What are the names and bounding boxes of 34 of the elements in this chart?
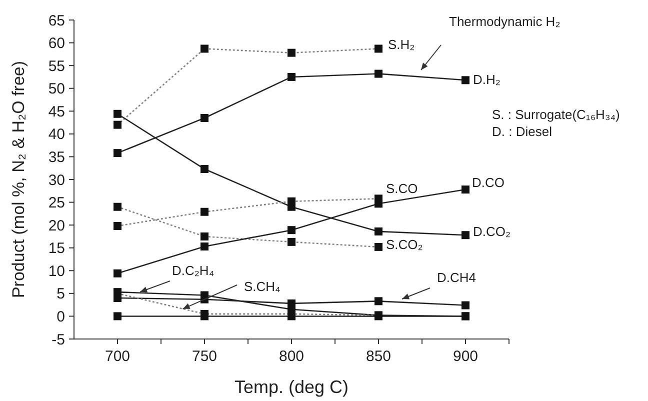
x-tick-label: 900 [452, 348, 478, 365]
annotation: S.CH₄ [244, 279, 280, 294]
y-tick-label: 25 [48, 194, 65, 212]
annotation: Thermodynamic H₂ [449, 14, 560, 29]
y-tick-label: 35 [48, 148, 65, 166]
y-tick-label: 50 [48, 80, 65, 98]
y-axis-title: Product (mol %, N₂ & H₂O free) [9, 60, 28, 298]
annotation: D. : Diesel [492, 124, 552, 139]
y-tick-label: 60 [48, 35, 65, 52]
y-tick-label: 45 [48, 103, 65, 120]
y-tick-label: 30 [48, 172, 65, 189]
y-tick-label: 55 [48, 58, 65, 75]
y-tick-label: 5 [56, 286, 65, 303]
x-tick-label: 850 [366, 348, 392, 365]
y-tick-label: 65 [48, 12, 65, 30]
annotation: D.CO [472, 175, 504, 190]
x-tick-label: 700 [104, 348, 130, 365]
x-tick-label: 750 [192, 348, 218, 365]
annotation: D.C₂H₄ [172, 263, 214, 278]
annotation: S.CO₂ [386, 237, 423, 252]
y-tick-label: 0 [56, 308, 65, 326]
y-tick-label: 20 [48, 217, 65, 234]
y-tick-label: 40 [48, 126, 65, 144]
annotation: D.CO₂ [473, 224, 511, 239]
annotation: S.CO [386, 181, 418, 196]
annotation: S.H₂ [388, 37, 415, 52]
x-axis-title: Temp. (deg C) [234, 377, 349, 397]
annotation: D.H₂ [473, 72, 500, 87]
annotation: D.CH4 [437, 270, 476, 285]
annotation: S. : Surrogate(C₁₆H₃₄) [492, 107, 620, 122]
y-tick-label: -5 [52, 331, 65, 348]
x-tick-label: 800 [278, 348, 304, 365]
y-tick-label: 15 [48, 240, 65, 258]
y-tick-label: 10 [48, 262, 65, 280]
